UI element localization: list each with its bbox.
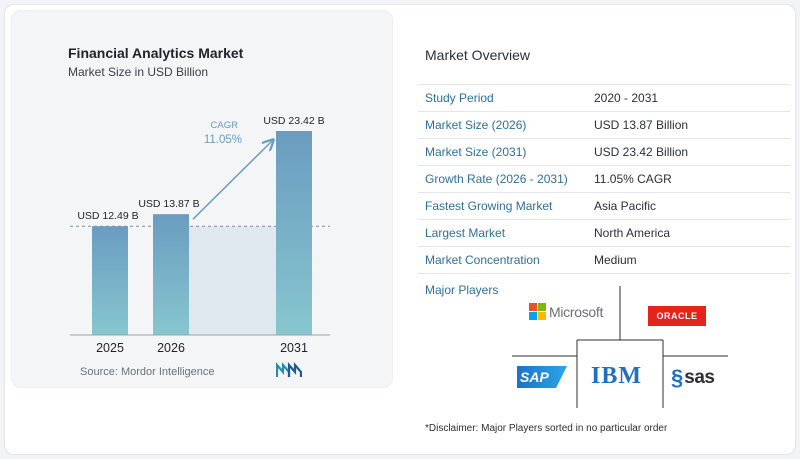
overview-row: Largest Market North America: [418, 220, 790, 247]
overview-row-value: Asia Pacific: [594, 199, 657, 213]
source-text: Source: Mordor Intelligence: [80, 366, 215, 378]
chart-title: Financial Analytics Market: [68, 45, 244, 61]
overview-row: Market Concentration Medium: [418, 247, 790, 274]
bar-value-label: USD 23.42 B: [263, 115, 324, 127]
bar-value-label: USD 13.87 B: [138, 198, 199, 210]
bar-2025: [92, 226, 128, 335]
market-overview-table: Study Period 2020 - 2031 Market Size (2026…: [418, 84, 790, 274]
overview-row: Growth Rate (2026 - 2031) 11.05% CAGR: [418, 166, 790, 193]
overview-row-value: 11.05% CAGR: [594, 172, 672, 186]
cagr-label: CAGR: [211, 120, 239, 131]
sap-logo: SAP: [517, 366, 567, 388]
growth-shading: [189, 226, 276, 335]
overview-row-label: Market Size (2031): [425, 145, 527, 159]
bar-2026: [153, 214, 189, 335]
overview-row-value: USD 23.42 Billion: [594, 145, 689, 159]
cagr-value: 11.05%: [204, 134, 242, 146]
overview-row-label: Largest Market: [425, 226, 506, 240]
major-players-title: Major Players: [425, 283, 499, 297]
overview-row-label: Market Size (2026): [425, 118, 527, 132]
overview-row: Fastest Growing Market Asia Pacific: [418, 193, 790, 220]
x-tick-label: 2026: [157, 341, 185, 355]
overview-row-value: USD 13.87 Billion: [594, 118, 689, 132]
microsoft-windows-icon: [529, 303, 546, 320]
market-overview-title: Market Overview: [425, 47, 531, 63]
disclaimer-text: *Disclaimer: Major Players sorted in no …: [425, 423, 668, 434]
overview-row-value: North America: [594, 226, 671, 240]
overview-row: Market Size (2026) USD 13.87 Billion: [418, 112, 790, 139]
chart-subtitle: Market Size in USD Billion: [68, 65, 209, 79]
microsoft-logo-text: Microsoft: [549, 303, 604, 320]
overview-row-value: Medium: [594, 253, 637, 267]
sas-swirl-icon: §: [671, 365, 684, 390]
cagr-arrow: [192, 141, 272, 220]
x-tick-label: 2031: [280, 341, 308, 355]
overview-row: Market Size (2031) USD 23.42 Billion: [418, 139, 790, 166]
oracle-logo: ORACLE: [648, 306, 706, 326]
mordor-intelligence-logo-icon: [276, 362, 302, 377]
overview-row-value: 2020 - 2031: [594, 91, 659, 105]
bar-2031: [276, 131, 312, 335]
overview-row-label: Market Concentration: [425, 253, 540, 267]
ibm-logo: IBM: [591, 364, 649, 388]
overview-row-label: Study Period: [425, 91, 494, 105]
bar-value-label: USD 12.49 B: [77, 210, 138, 222]
x-tick-label: 2025: [96, 341, 124, 355]
microsoft-logo: Microsoft: [529, 303, 603, 320]
overview-row: Study Period 2020 - 2031: [418, 84, 790, 112]
overview-row-label: Growth Rate (2026 - 2031): [425, 172, 568, 186]
sas-logo-text: sas: [684, 367, 715, 388]
sas-logo: § sas: [671, 365, 715, 391]
overview-row-label: Fastest Growing Market: [425, 199, 553, 213]
